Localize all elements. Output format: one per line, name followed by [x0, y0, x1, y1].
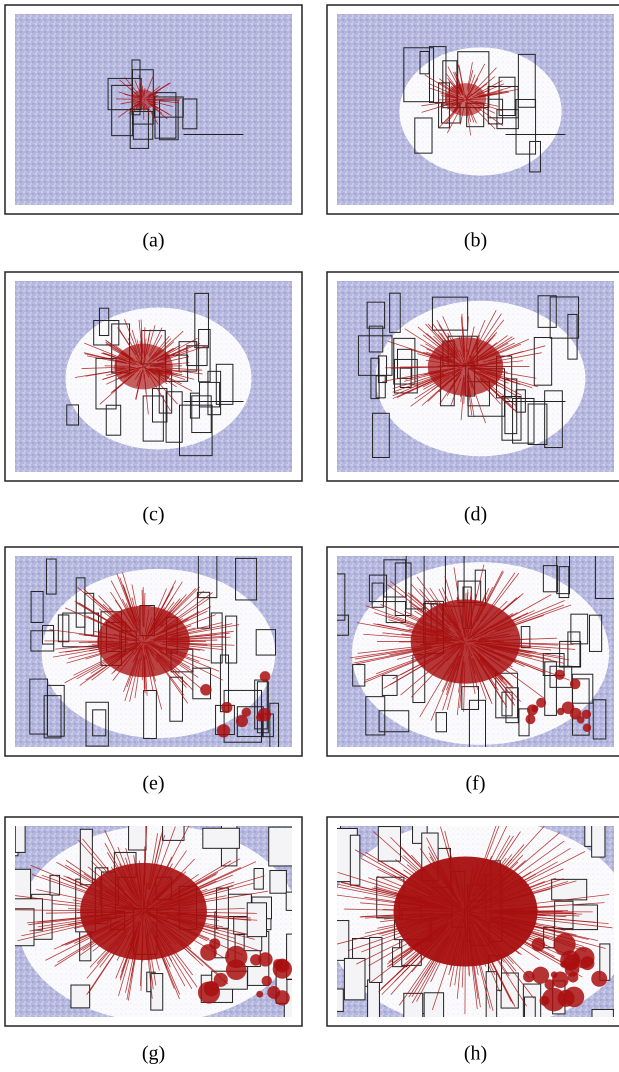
growth-patch: [551, 971, 558, 978]
growth-patch: [262, 976, 272, 986]
growth-patch: [558, 990, 575, 1007]
growth-patch: [200, 684, 211, 695]
block: [592, 800, 605, 857]
growth-patch: [256, 991, 263, 998]
growth-patch: [570, 679, 581, 690]
panel: [0, 807, 323, 1036]
growth-patch: [226, 959, 247, 980]
growth-patch: [217, 724, 230, 737]
panel: [327, 5, 619, 214]
growth-patch: [267, 986, 280, 999]
image-area: [330, 543, 619, 758]
image-area: [292, 796, 619, 1047]
growth-core: [411, 599, 521, 683]
growth-patch: [527, 704, 538, 715]
growth-core: [132, 90, 156, 110]
panel: [5, 547, 302, 756]
growth-core: [428, 337, 503, 396]
panel: [5, 272, 302, 481]
image-area: [15, 14, 292, 205]
panel: [5, 5, 302, 214]
growth-patch: [577, 716, 584, 723]
panel: [327, 543, 619, 758]
image-area: [0, 807, 323, 1036]
panel-label: (b): [464, 230, 487, 252]
growth-patch: [539, 996, 549, 1006]
block: [203, 828, 240, 848]
panel-label: (d): [464, 504, 487, 526]
image-area: [337, 281, 614, 472]
growth-patch: [536, 698, 546, 708]
block: [501, 973, 518, 1008]
block: [404, 993, 423, 1021]
growth-core: [114, 344, 172, 390]
growth-patch: [580, 956, 594, 970]
image-area: [15, 553, 292, 751]
growth-patch: [523, 971, 535, 983]
growth-core: [97, 606, 190, 677]
block: [13, 909, 34, 946]
growth-patch: [583, 724, 591, 732]
growth-patch: [557, 708, 564, 715]
growth-patch: [525, 714, 535, 724]
panel-label: (h): [464, 1043, 487, 1065]
block: [344, 958, 365, 999]
growth-patch: [568, 972, 578, 982]
growth-core: [80, 863, 207, 960]
panel-label: (f): [466, 773, 486, 795]
image-area: [15, 281, 292, 472]
block: [552, 879, 587, 900]
growth-patch: [209, 938, 220, 949]
block: [71, 985, 90, 1008]
page: (a)(b)(c)(d)(e)(f)(g)(h) (() => { const …: [0, 0, 619, 1072]
image-area: [337, 14, 614, 205]
growth-patch: [242, 707, 251, 716]
panel-label: (a): [142, 230, 164, 252]
growth-core: [445, 83, 486, 116]
block: [50, 875, 60, 895]
growth-patch: [260, 671, 271, 682]
block: [313, 821, 326, 844]
growth-patch: [250, 954, 261, 965]
growth-core: [394, 857, 538, 967]
growth-patch: [532, 938, 546, 952]
figure: (a) (b) (c) (d) (e) (f) (g) (h): [0, 0, 619, 1072]
block: [216, 888, 228, 928]
panel-label: (g): [142, 1043, 165, 1065]
block: [151, 974, 163, 1011]
panel-label: (e): [142, 773, 164, 795]
growth-patch: [214, 973, 228, 987]
growth-patch: [544, 979, 554, 989]
block: [270, 871, 286, 894]
panel-label: (c): [142, 504, 164, 526]
growth-patch: [555, 670, 565, 680]
block: [15, 807, 25, 852]
growth-patch: [258, 708, 271, 721]
growth-patch: [221, 702, 232, 713]
panel: [292, 796, 619, 1047]
growth-patch: [273, 959, 283, 969]
growth-patch: [591, 971, 607, 987]
growth-patch: [560, 950, 580, 970]
panel: [327, 272, 619, 481]
